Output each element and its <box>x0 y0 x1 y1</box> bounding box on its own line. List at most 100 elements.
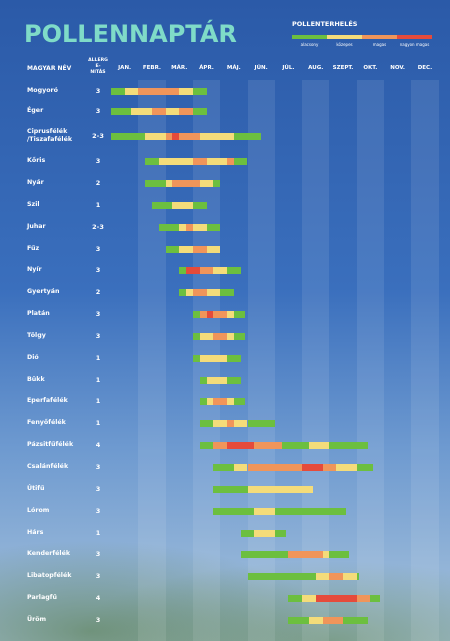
pollen-segment <box>233 463 248 471</box>
pollen-segment <box>192 157 207 165</box>
row-name: Éger <box>27 107 44 114</box>
row-name: Parlagfű <box>27 594 57 601</box>
pollen-segment <box>233 397 245 405</box>
row-name: Juhar <box>27 223 46 230</box>
pollen-segment <box>240 550 289 558</box>
row-name: Fenyőfélék <box>27 419 66 426</box>
pollen-segment <box>206 397 214 405</box>
pollen-segment <box>213 441 228 449</box>
row-name: Nyír <box>27 266 42 273</box>
pollen-segment <box>172 201 193 209</box>
title: POLLENNAPTÁR <box>24 20 237 48</box>
pollen-segment <box>186 266 200 274</box>
pollen-segment <box>179 107 193 115</box>
pollen-segment <box>213 310 228 318</box>
allergenicity: 2 <box>95 288 101 296</box>
row-name: Csalánfélék <box>27 463 69 470</box>
pollen-segment <box>227 332 234 340</box>
legend-title: POLLENTERHELÉS <box>292 20 358 28</box>
pollen-segment <box>356 594 371 602</box>
pollen-segment <box>322 616 344 624</box>
pollen-segment <box>165 132 173 140</box>
pollen-segment <box>247 485 314 493</box>
pollen-segment <box>199 397 207 405</box>
pollen-segment <box>213 266 228 274</box>
legend-label: alacsony <box>300 42 319 47</box>
allergenicity: 3 <box>95 463 101 471</box>
pollen-segment <box>151 107 166 115</box>
month-stripe <box>302 80 330 641</box>
pollen-segment <box>145 157 159 165</box>
pollen-segment <box>199 441 214 449</box>
pollen-segment <box>227 376 241 384</box>
allergenicity: 3 <box>95 550 101 558</box>
month-label: JÚN. <box>254 65 268 71</box>
pollen-segment <box>213 397 228 405</box>
pollen-segment <box>254 529 275 537</box>
pollen-segment <box>322 463 337 471</box>
row-name: Üröm <box>27 616 47 623</box>
pollen-segment <box>145 132 166 140</box>
pollen-segment <box>172 132 180 140</box>
pollen-segment <box>111 132 146 140</box>
pollen-segment <box>158 157 193 165</box>
pollen-segment <box>186 223 193 231</box>
pollen-segment <box>199 132 234 140</box>
month-stripe <box>356 80 384 641</box>
pollen-segment <box>192 310 200 318</box>
allergenicity: 3 <box>95 572 101 580</box>
allergenicity: 1 <box>95 376 101 384</box>
row-name: Hárs <box>27 529 44 536</box>
pollen-segment <box>308 616 323 624</box>
allergenicity: 3 <box>95 157 101 165</box>
pollen-segment <box>288 550 323 558</box>
pollen-segment <box>315 572 330 580</box>
pollen-segment <box>227 441 255 449</box>
row-name: Libatopfélék <box>27 572 72 579</box>
row-name: Lórom <box>27 507 50 514</box>
pollen-segment <box>206 223 221 231</box>
row-name: Tölgy <box>27 332 46 339</box>
pollen-segment <box>247 463 303 471</box>
pollen-segment <box>329 572 344 580</box>
pollen-segment <box>213 485 248 493</box>
pollen-segment <box>329 550 349 558</box>
month-stripe <box>411 80 439 641</box>
legend-label: magas <box>372 42 387 47</box>
pollen-segment <box>302 594 316 602</box>
allergenicity: 4 <box>95 594 101 602</box>
pollen-segment <box>227 397 234 405</box>
row-name: Ciprusfélék /Tiszafafélék <box>27 128 73 143</box>
pollen-segment <box>192 201 207 209</box>
pollen-segment <box>247 572 316 580</box>
month-label: OKT. <box>363 65 378 71</box>
allergenicity: 3 <box>95 266 101 274</box>
legend-swatch <box>397 35 432 39</box>
pollen-segment <box>227 157 234 165</box>
pollen-segment <box>370 594 380 602</box>
pollen-segment <box>233 132 262 140</box>
pollen-segment <box>199 179 214 187</box>
month-label: ÁPR. <box>199 65 214 71</box>
pollen-segment <box>274 507 346 515</box>
pollen-segment <box>227 310 234 318</box>
allergenicity: 2-3 <box>92 223 104 231</box>
pollen-segment <box>158 223 180 231</box>
pollen-segment <box>192 245 207 253</box>
allergenicity: 2-3 <box>92 132 104 140</box>
pollen-segment <box>254 441 282 449</box>
pollen-segment <box>172 179 200 187</box>
pollen-segment <box>165 107 180 115</box>
pollen-segment <box>213 419 228 427</box>
pollen-segment <box>213 507 255 515</box>
month-label: NOV. <box>390 65 406 71</box>
pollen-segment <box>227 354 241 362</box>
pollen-segment <box>199 354 228 362</box>
row-name: Platán <box>27 310 50 317</box>
pollen-segment <box>165 179 173 187</box>
allergenicity: 1 <box>95 354 101 362</box>
pollen-segment <box>233 332 245 340</box>
month-label: AUG. <box>308 65 324 71</box>
pollen-segment <box>192 223 207 231</box>
pollen-segment <box>206 376 228 384</box>
